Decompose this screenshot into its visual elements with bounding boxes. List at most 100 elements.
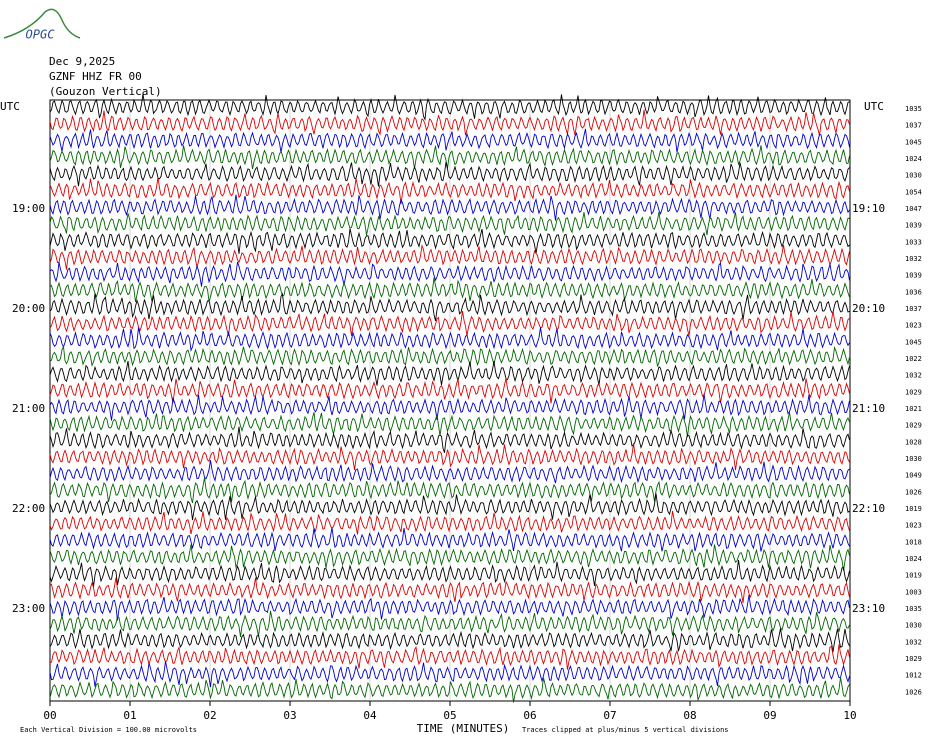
trace-level: 1045 [905, 338, 922, 346]
trace [49, 292, 850, 322]
x-tick-label: 03 [283, 709, 296, 722]
right-hour-label: 19:10 [852, 202, 885, 215]
trace-level: 1035 [905, 605, 922, 613]
trace-level: 1037 [905, 122, 922, 130]
trace-level: 1030 [905, 455, 922, 463]
trace [49, 677, 850, 703]
logo: OPGC [26, 28, 56, 42]
trace [49, 460, 850, 484]
right-hour-label: 22:10 [852, 502, 885, 515]
trace-level: 1029 [905, 655, 922, 663]
right-hour-label: 21:10 [852, 402, 885, 415]
trace [49, 310, 850, 337]
trace-level: 1037 [905, 305, 922, 313]
trace [49, 228, 850, 254]
left-hour-label: 23:00 [12, 602, 45, 615]
trace [49, 261, 850, 287]
trace-level: 1024 [905, 555, 922, 563]
trace [49, 243, 850, 270]
trace-level: 1054 [905, 188, 922, 196]
trace [49, 560, 850, 588]
trace [49, 393, 850, 421]
trace [49, 109, 850, 136]
left-hour-label: 22:00 [12, 502, 45, 515]
trace [49, 378, 850, 404]
station: GZNF HHZ FR 00 [49, 70, 142, 83]
x-tick-label: 02 [203, 709, 216, 722]
trace-level: 1026 [905, 688, 922, 696]
trace-level: 1023 [905, 522, 922, 530]
trace-level: 1039 [905, 222, 922, 230]
component: (Gouzon Vertical) [49, 85, 162, 98]
x-axis-title: TIME (MINUTES) [417, 722, 510, 735]
trace-level: 1021 [905, 405, 922, 413]
x-tick-label: 04 [363, 709, 377, 722]
date: Dec 9,2025 [49, 55, 115, 68]
trace [49, 145, 850, 170]
trace-level: 1045 [905, 138, 922, 146]
x-tick-label: 10 [843, 709, 856, 722]
scale-note: Each Vertical Division = 100.00 microvol… [20, 726, 197, 734]
trace [49, 162, 850, 187]
trace [49, 594, 850, 621]
trace [49, 527, 850, 552]
x-tick-label: 06 [523, 709, 536, 722]
trace [49, 510, 850, 535]
trace-level: 1028 [905, 438, 922, 446]
x-tick-label: 00 [43, 709, 56, 722]
x-tick-label: 08 [683, 709, 696, 722]
trace [49, 610, 850, 638]
trace-level: 1019 [905, 505, 922, 513]
left-hour-label: 19:00 [12, 202, 45, 215]
trace [49, 443, 850, 471]
trace-level: 1023 [905, 322, 922, 330]
trace [49, 412, 850, 437]
trace [49, 493, 850, 521]
trace-level: 1033 [905, 238, 922, 246]
trace-level: 1047 [905, 205, 922, 213]
trace-level: 1035 [905, 105, 922, 113]
clip-note: Traces clipped at plus/minus 5 vertical … [522, 726, 729, 734]
trace [49, 93, 850, 121]
trace [49, 345, 850, 367]
trace-level: 1032 [905, 372, 922, 380]
x-tick-label: 07 [603, 709, 616, 722]
trace-level: 1026 [905, 488, 922, 496]
trace-level: 1036 [905, 288, 922, 296]
left-hour-label: 21:00 [12, 402, 45, 415]
trace-level: 1022 [905, 355, 922, 363]
trace-level: 1049 [905, 472, 922, 480]
trace-level: 1019 [905, 572, 922, 580]
trace-level: 1032 [905, 255, 922, 263]
trace [49, 211, 850, 236]
trace [49, 177, 850, 205]
trace [49, 277, 850, 303]
right-hour-label: 20:10 [852, 302, 885, 315]
x-tick-label: 09 [763, 709, 776, 722]
trace [49, 577, 850, 603]
trace [49, 661, 850, 688]
trace [49, 477, 850, 504]
x-tick-label: 05 [443, 709, 456, 722]
trace-level: 1030 [905, 172, 922, 180]
trace-level: 1039 [905, 272, 922, 280]
logo-mark [3, 8, 81, 39]
trace-level: 1030 [905, 622, 922, 630]
right-axis-title: UTC [864, 100, 884, 113]
left-hour-label: 20:00 [12, 302, 45, 315]
x-tick-label: 01 [123, 709, 136, 722]
trace [49, 644, 850, 670]
trace-level: 1029 [905, 388, 922, 396]
right-hour-label: 23:10 [852, 602, 885, 615]
trace-level: 1012 [905, 672, 922, 680]
trace [49, 327, 850, 352]
trace [49, 426, 850, 453]
trace-level: 1024 [905, 155, 922, 163]
trace-level: 1032 [905, 638, 922, 646]
trace-level: 1029 [905, 422, 922, 430]
left-axis-title: UTC [0, 100, 20, 113]
trace [49, 194, 850, 221]
trace-level: 1018 [905, 538, 922, 546]
trace [49, 628, 850, 652]
